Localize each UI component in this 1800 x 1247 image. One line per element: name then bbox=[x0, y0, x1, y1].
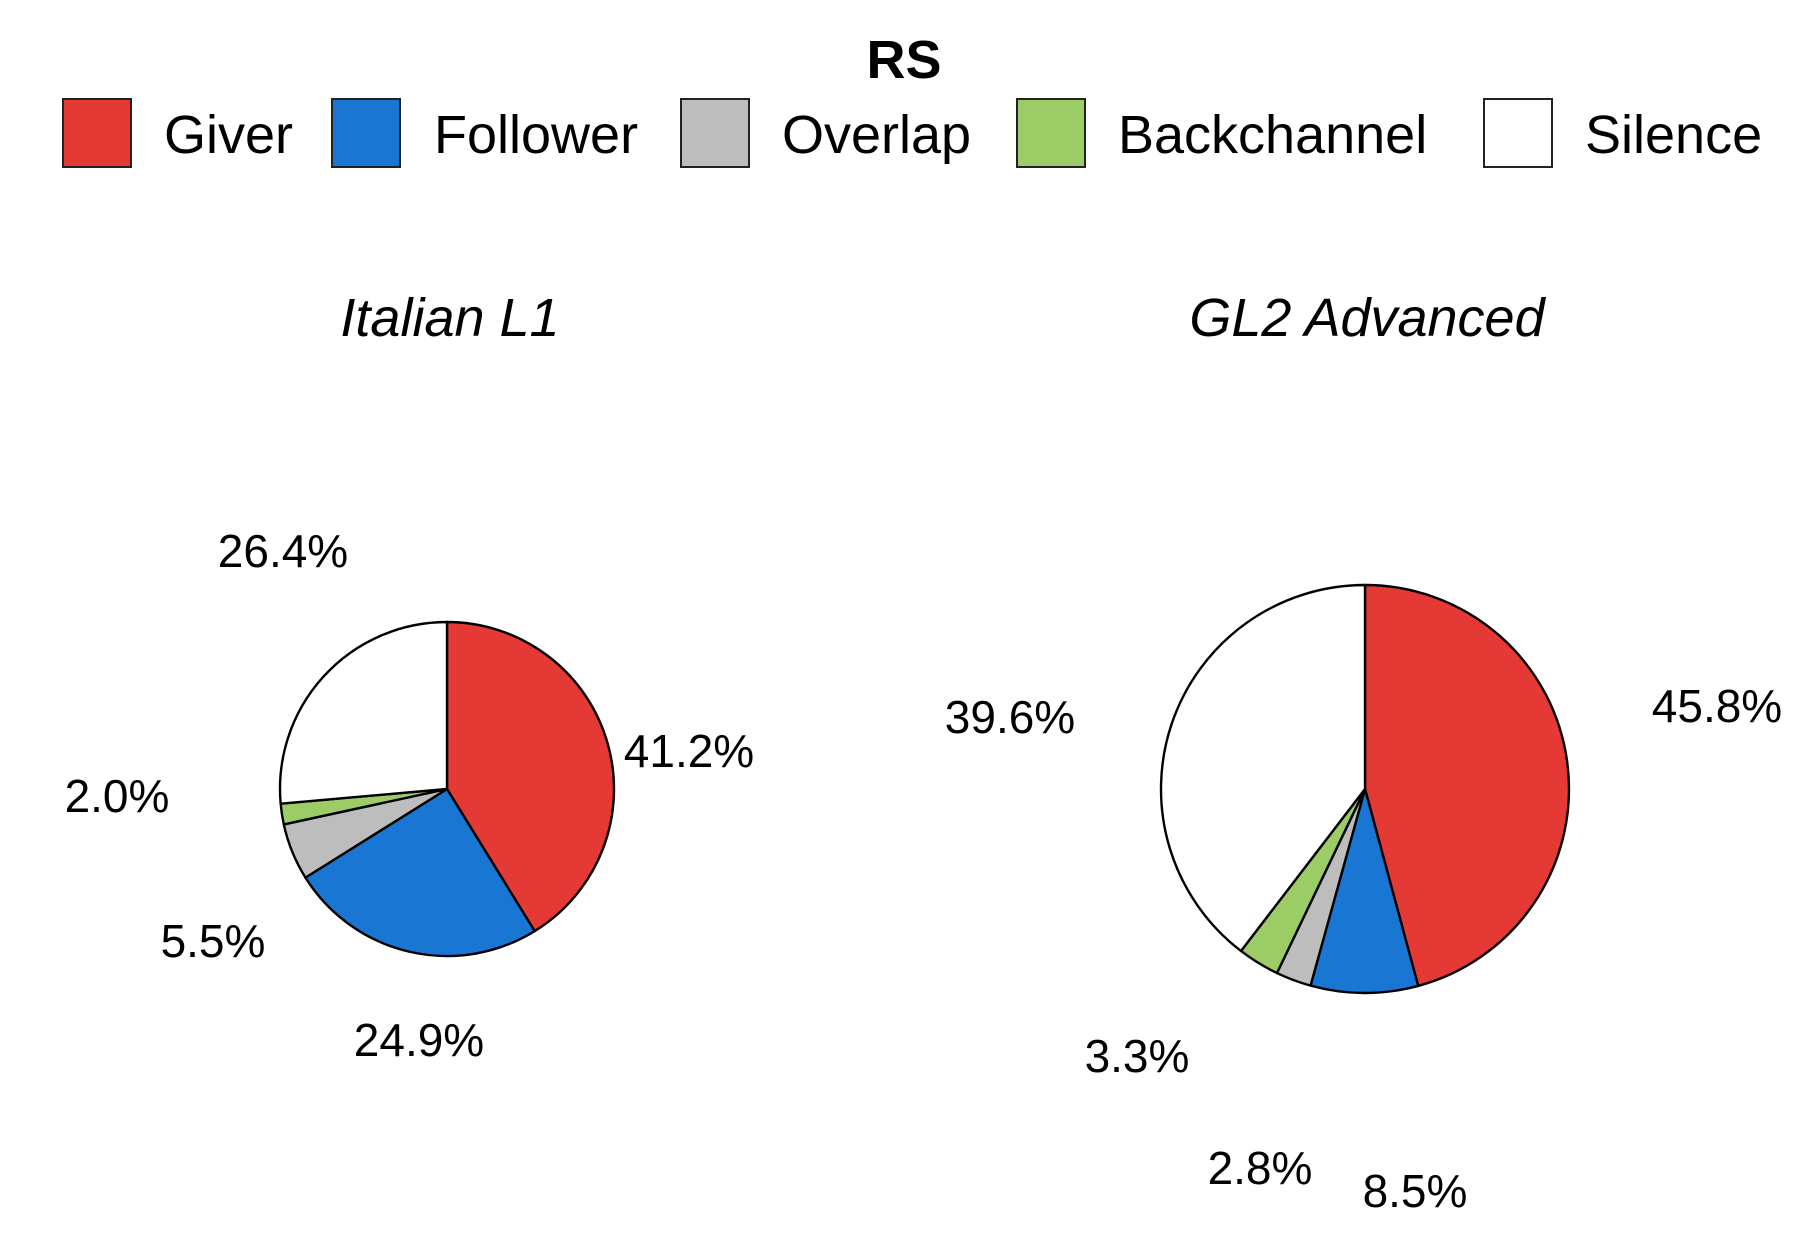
pie-title-gl2-advanced: GL2 Advanced bbox=[1189, 288, 1546, 348]
slice-label-italian-l1-giver: 41.2% bbox=[624, 725, 754, 777]
legend-swatch-follower bbox=[331, 98, 401, 168]
legend-label-overlap: Overlap bbox=[782, 105, 971, 165]
slice-label-italian-l1-overlap: 5.5% bbox=[161, 915, 266, 967]
legend-label-follower: Follower bbox=[434, 105, 638, 165]
slice-label-gl2-advanced-overlap: 2.8% bbox=[1208, 1142, 1313, 1194]
pie-slice-gl2-advanced-follower bbox=[1309, 787, 1420, 995]
pie-slice-italian-l1-silence bbox=[278, 620, 449, 805]
slice-label-italian-l1-backchannel: 2.0% bbox=[65, 770, 170, 822]
pie-title-italian-l1: Italian L1 bbox=[340, 288, 559, 348]
legend-label-silence: Silence bbox=[1585, 105, 1762, 165]
pie-charts: Italian L1 41.2% 24.9% 5.5% 2.0% 26.4% GL2 Adv… bbox=[65, 288, 1783, 1217]
legend: Giver Follower Overlap Backchannel Silence bbox=[62, 98, 1762, 168]
slice-label-gl2-advanced-giver: 45.8% bbox=[1652, 680, 1782, 732]
pie-slice-italian-l1-follower bbox=[304, 787, 536, 958]
pie-italian-l1: Italian L1 41.2% 24.9% 5.5% 2.0% 26.4% bbox=[65, 288, 755, 1066]
slice-label-italian-l1-silence: 26.4% bbox=[218, 525, 348, 577]
legend-swatch-silence bbox=[1483, 98, 1553, 168]
pie-slice-italian-l1-giver bbox=[445, 620, 616, 933]
slice-label-italian-l1-follower: 24.9% bbox=[354, 1014, 484, 1066]
legend-label-giver: Giver bbox=[164, 105, 293, 165]
slice-label-gl2-advanced-silence: 39.6% bbox=[945, 691, 1075, 743]
pie-slice-gl2-advanced-giver bbox=[1363, 583, 1571, 988]
slice-label-gl2-advanced-follower: 8.5% bbox=[1363, 1165, 1468, 1217]
pie-gl2-advanced: GL2 Advanced 45.8% 8.5% 2.8% 3.3% 39.6% bbox=[945, 288, 1782, 1217]
pie-slice-gl2-advanced-silence bbox=[1159, 583, 1367, 953]
legend-label-backchannel: Backchannel bbox=[1118, 105, 1427, 165]
legend-title: RS bbox=[866, 30, 941, 90]
legend-swatch-overlap bbox=[680, 98, 750, 168]
slice-label-gl2-advanced-backchannel: 3.3% bbox=[1085, 1030, 1190, 1082]
legend-swatch-giver bbox=[62, 98, 132, 168]
legend-swatch-backchannel bbox=[1016, 98, 1086, 168]
